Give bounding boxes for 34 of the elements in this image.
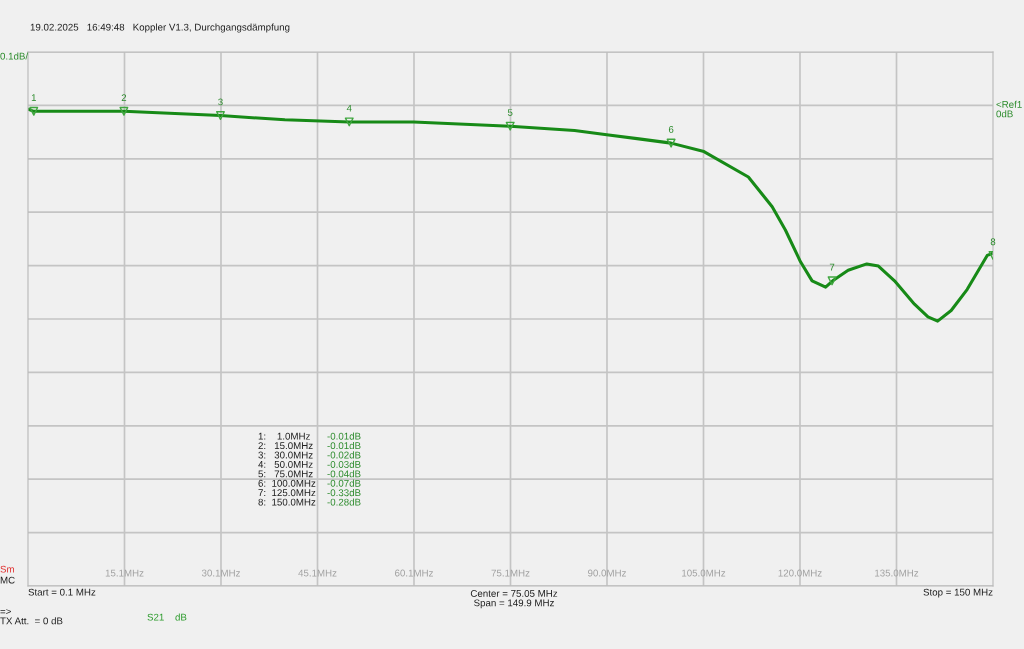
annotation: 1 xyxy=(31,94,37,101)
annotation: 6 xyxy=(668,125,674,133)
text: S21 xyxy=(147,613,164,621)
x-tick-label: 45.1MHz xyxy=(298,569,337,577)
text: Sm xyxy=(0,565,14,573)
point xyxy=(215,111,225,121)
text: dB xyxy=(175,613,187,621)
annotation: 7 xyxy=(829,263,835,271)
annotation: 2 xyxy=(121,94,127,101)
point xyxy=(344,117,354,127)
chart-title: 19.02.2025 16:49:48 Koppler V1.3, Durchgangsdämpfung xyxy=(30,23,290,33)
text: Center = 75.05 MHz Span = 149.9 MHz xyxy=(470,590,558,609)
x-tick-label: 120.0MHz xyxy=(778,569,822,577)
x-tick-label: 75.1MHz xyxy=(491,569,530,577)
x-tick-label: 15.1MHz xyxy=(105,569,144,577)
x-tick-label: 105.0MHz xyxy=(682,569,726,577)
text: => TX Att. = 0 dB xyxy=(0,609,63,625)
text: 1: 1.0MHz 2: 15.0MHz 3: 30.0MHz 4: 50.0MHz 5: 75.0MHz 6: 100.0MHz 7: 125.0MHz 8: 150.0MHz xyxy=(258,432,316,506)
annotation: 5 xyxy=(507,109,513,116)
annotation: 3 xyxy=(218,98,223,106)
point xyxy=(119,106,129,116)
point xyxy=(29,106,39,116)
text: -0.01dB -0.01dB -0.02dB -0.03dB -0.04dB -0.07dB -0.33dB -0.28dB xyxy=(327,432,361,506)
text: Start = 0.1 MHz xyxy=(28,588,96,596)
point xyxy=(666,138,676,148)
text: Stop = 150 MHz xyxy=(923,588,993,598)
annotation: 8 xyxy=(990,238,996,246)
x-tick-label: 135.0MHz xyxy=(875,569,919,577)
annotation: 4 xyxy=(346,104,352,112)
text: <Ref1 0dB xyxy=(996,100,1022,118)
text: MC xyxy=(0,576,15,584)
text: 0.1dB/ xyxy=(0,52,29,60)
point xyxy=(827,276,837,286)
point xyxy=(505,121,515,131)
